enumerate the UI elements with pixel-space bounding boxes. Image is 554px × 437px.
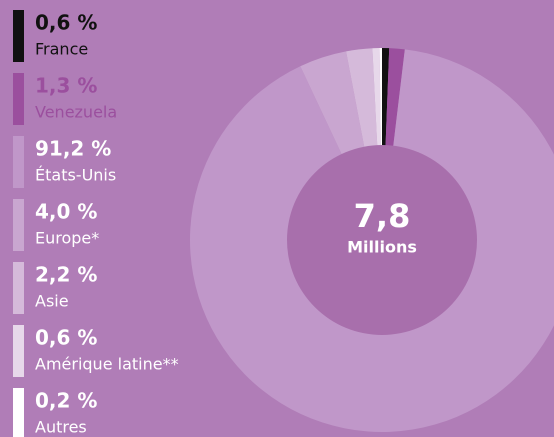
- legend-value: 0,6 %: [35, 326, 97, 350]
- center-value: 7,8: [354, 197, 411, 235]
- legend-value: 0,6 %: [35, 11, 97, 35]
- legend-value: 0,2 %: [35, 389, 97, 413]
- legend-name: Venezuela: [35, 103, 117, 122]
- donut-center: [287, 145, 477, 335]
- legend-name: France: [35, 40, 88, 59]
- legend-name: Asie: [35, 292, 69, 311]
- legend-swatch: [13, 388, 24, 437]
- legend-swatch: [13, 73, 24, 125]
- legend-swatch: [13, 10, 24, 62]
- legend-swatch: [13, 262, 24, 314]
- legend-swatch: [13, 199, 24, 251]
- legend-value: 91,2 %: [35, 137, 111, 161]
- legend-name: États-Unis: [35, 166, 116, 185]
- center-label: Millions: [347, 238, 417, 257]
- legend-value: 4,0 %: [35, 200, 97, 224]
- legend-name: Autres: [35, 418, 87, 437]
- legend-swatch: [13, 325, 24, 377]
- legend-value: 1,3 %: [35, 74, 97, 98]
- legend-name: Europe*: [35, 229, 99, 248]
- legend-name: Amérique latine**: [35, 355, 179, 374]
- legend-value: 2,2 %: [35, 263, 97, 287]
- legend-swatch: [13, 136, 24, 188]
